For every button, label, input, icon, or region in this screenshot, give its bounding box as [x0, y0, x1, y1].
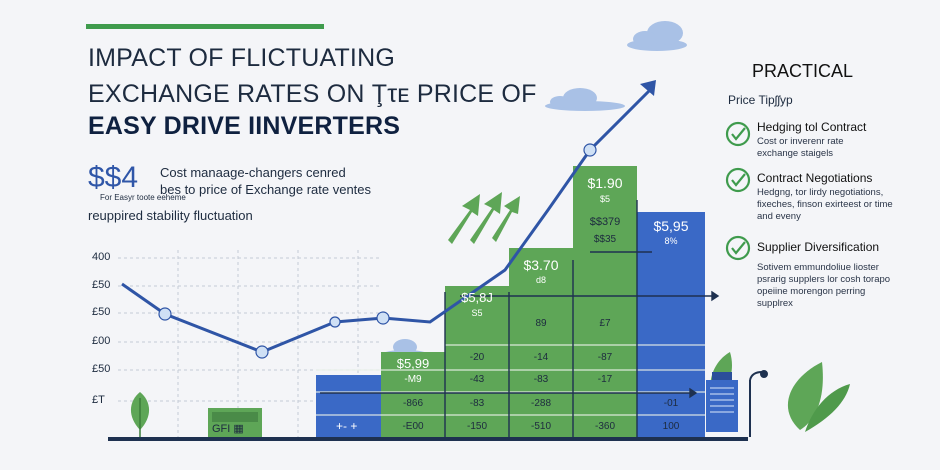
data-point: [376, 311, 390, 325]
leaf-plant-icon: [130, 392, 150, 437]
y-tick: £T: [92, 394, 105, 406]
bar-label: $3.70: [523, 257, 559, 273]
cloud-icon: [627, 21, 687, 51]
bar: [381, 352, 445, 437]
tip-description: Sotivem emmundoliue lioster psrarig supp…: [757, 262, 891, 309]
big-value: $$4: [88, 161, 139, 194]
bar: [445, 286, 509, 437]
bar-dividers: [444, 200, 638, 437]
accent-bar: [86, 24, 324, 29]
bar-label: $5,95: [653, 218, 689, 234]
check-icons: [725, 121, 751, 261]
cloud-icon: [545, 88, 625, 111]
y-tick: £50: [92, 363, 111, 375]
bar-row-value: -866: [402, 398, 423, 409]
summary-line-1: Cost manaage-changers cenred: [160, 165, 346, 180]
bar-sub-label: S5: [471, 308, 483, 318]
title-line-2: EXCHANGE RATES ON Ţτᴇ PRICE OF: [88, 80, 537, 108]
bar-row-value: -83: [469, 398, 485, 409]
bar-label: $5,8J: [461, 290, 493, 305]
bar-row-value: -288: [530, 398, 551, 409]
bar: [509, 248, 573, 437]
growth-arrows-icon: [448, 192, 520, 244]
base-box: [316, 375, 386, 437]
bar-row-value: £7: [599, 318, 611, 329]
bar-row-value: -360: [594, 421, 615, 432]
summary-line-2: bes to price of Exchange rate ventes: [160, 182, 372, 197]
bar-group: [381, 166, 705, 437]
bar-sub-label: $5: [599, 194, 610, 204]
data-point: [158, 307, 172, 321]
bar-row-value: -87: [597, 352, 613, 363]
bar-row-value: -43: [469, 374, 485, 385]
bar-row-value: -150: [466, 421, 487, 432]
bar: [637, 212, 705, 437]
inverter-icon: [706, 372, 738, 432]
tips-subheading: Price Tipʃʃyp: [728, 93, 793, 107]
bar-row-value: 100: [662, 421, 680, 432]
bar-row-value: 89: [535, 318, 547, 329]
tip-description: Hedgng, tor lirdy negotiations, fixeches…: [757, 187, 893, 222]
footer-box-label: GFI ▦: [212, 423, 244, 435]
bar-row-value: -17: [597, 374, 613, 385]
data-point: [329, 316, 341, 328]
check-icon: [725, 167, 751, 193]
trend-line: [121, 88, 652, 354]
bar-row-value: -83: [533, 374, 549, 385]
tip-title: Supplier Diversification: [757, 240, 880, 254]
tip-title: Hedging tol Contract: [757, 120, 867, 134]
y-tick: 400: [92, 251, 111, 263]
bar-label: $1.90: [587, 175, 623, 191]
footer-box-band: [212, 412, 258, 422]
reference-arrows: [320, 251, 720, 399]
title-line-1: IMPACT OF FLICTUATING: [88, 44, 395, 72]
bar-mid-value: $$379: [589, 216, 621, 228]
summary-line-3: reuppired stability fluctuation: [88, 208, 253, 223]
tips-heading: PRACTICAL: [752, 61, 854, 81]
y-tick: £50: [92, 279, 111, 291]
bar-row-value: -20: [469, 352, 485, 363]
lamp-icon: [749, 370, 768, 437]
arrow-box-label: +- +: [336, 419, 358, 433]
trend-markers: [158, 143, 597, 359]
check-icon: [725, 121, 751, 147]
bar-row-value: -14: [533, 352, 549, 363]
bar-row-value: -M9: [404, 374, 422, 385]
check-icon: [725, 235, 751, 261]
bar-row-value: -510: [530, 421, 551, 432]
y-tick: £50: [92, 306, 111, 318]
bar-row-lines: [316, 344, 705, 416]
tip-title: Contract Negotiations: [757, 171, 873, 185]
bar: [573, 166, 637, 437]
data-point: [583, 143, 597, 157]
bar-label: $5,99: [396, 356, 430, 371]
title-line-3: EASY DRIVE IINVERTERS: [88, 112, 401, 140]
summary-small: For Easyr toote eeheme: [100, 193, 186, 202]
bar-row-value: -E00: [402, 421, 424, 432]
bar-mid-value: $$35: [593, 234, 617, 245]
tip-description: Cost or inverenr rate exchange staigels: [757, 136, 844, 159]
y-tick: £00: [92, 335, 111, 347]
bar-sub-label: d8: [535, 275, 546, 285]
bar-sub-label: 8%: [664, 236, 678, 246]
trend-arrowhead: [640, 80, 656, 96]
bar-row-value: -01: [663, 398, 679, 409]
baseline: [108, 437, 748, 441]
data-point: [255, 345, 269, 359]
